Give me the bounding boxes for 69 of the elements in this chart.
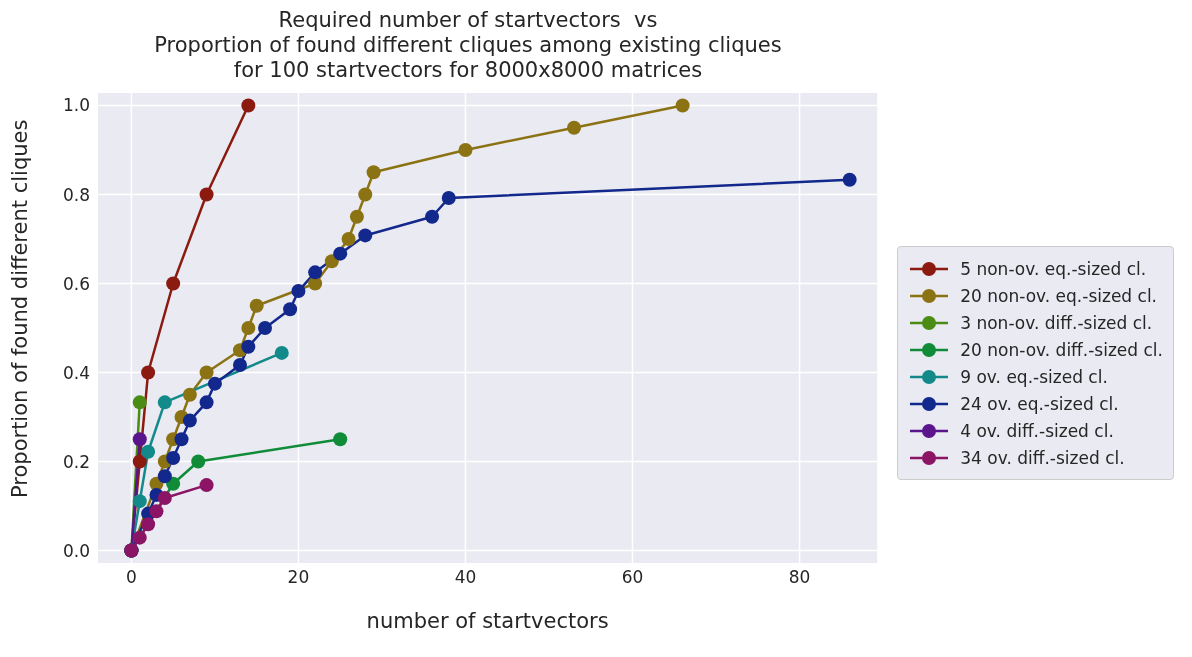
point xyxy=(366,165,381,180)
chart-title: Required number of startvectors vs Proportion of found different cliques among existing cliques for 100 startvectors for 8000x8000 matrices xyxy=(153,8,783,83)
point xyxy=(182,387,197,402)
point xyxy=(174,432,189,447)
point xyxy=(132,432,147,447)
legend-label: 5 non-ov. eq.-sized cl. xyxy=(960,258,1147,279)
point xyxy=(333,432,348,447)
x-tick-label: 80 xyxy=(788,567,811,588)
y-tick-label: 0.0 xyxy=(62,540,90,561)
point xyxy=(425,209,440,224)
point xyxy=(441,191,456,206)
x-tick-label: 40 xyxy=(454,567,477,588)
x-tick-label: 20 xyxy=(287,567,310,588)
y-tick-label: 1.0 xyxy=(62,95,90,116)
point xyxy=(199,365,214,380)
point xyxy=(157,469,172,484)
point xyxy=(842,172,857,187)
point xyxy=(458,142,473,157)
point xyxy=(333,246,348,261)
point xyxy=(157,395,172,410)
point xyxy=(141,365,156,380)
legend-label: 9 ov. eq.-sized cl. xyxy=(960,366,1108,387)
x-tick-label: 60 xyxy=(621,567,644,588)
point xyxy=(132,395,147,410)
point xyxy=(258,321,273,335)
legend-label: 34 ov. diff.-sized cl. xyxy=(960,447,1125,468)
point xyxy=(166,276,181,291)
point xyxy=(199,478,214,493)
point xyxy=(349,209,364,224)
point xyxy=(274,345,289,360)
point xyxy=(166,476,181,491)
point xyxy=(358,228,373,243)
point xyxy=(241,339,256,354)
point xyxy=(675,98,690,113)
point xyxy=(308,265,323,280)
point xyxy=(207,376,222,391)
legend-label: 3 non-ov. diff.-sized cl. xyxy=(960,312,1153,333)
point xyxy=(141,517,156,532)
y-tick-label: 0.2 xyxy=(62,451,90,472)
point xyxy=(149,504,164,519)
legend-label: 20 non-ov. eq.-sized cl. xyxy=(960,285,1158,306)
y-tick-label: 0.8 xyxy=(62,184,90,205)
point xyxy=(132,530,147,545)
point xyxy=(232,357,247,372)
y-tick-label: 0.6 xyxy=(62,273,90,294)
point xyxy=(199,187,214,202)
point xyxy=(567,120,582,135)
legend-label: 20 non-ov. diff.-sized cl. xyxy=(960,339,1163,360)
point xyxy=(141,444,156,459)
point xyxy=(132,494,147,509)
point xyxy=(249,298,264,313)
y-axis-title: Proportion of found different cliques xyxy=(8,119,33,498)
point xyxy=(283,302,298,317)
point xyxy=(191,454,206,469)
point xyxy=(241,321,256,335)
point xyxy=(157,491,172,506)
point xyxy=(341,231,356,246)
point xyxy=(166,450,181,465)
point xyxy=(199,395,214,410)
point xyxy=(241,98,256,113)
point xyxy=(358,187,373,202)
x-axis-title: number of startvectors xyxy=(366,609,609,633)
legend-label: 24 ov. eq.-sized cl. xyxy=(960,393,1119,414)
x-tick-label: 0 xyxy=(125,567,137,588)
point xyxy=(182,413,197,428)
point xyxy=(132,454,147,469)
point xyxy=(291,284,306,299)
y-tick-label: 0.4 xyxy=(62,362,90,383)
legend-label: 4 ov. diff.-sized cl. xyxy=(960,420,1114,441)
